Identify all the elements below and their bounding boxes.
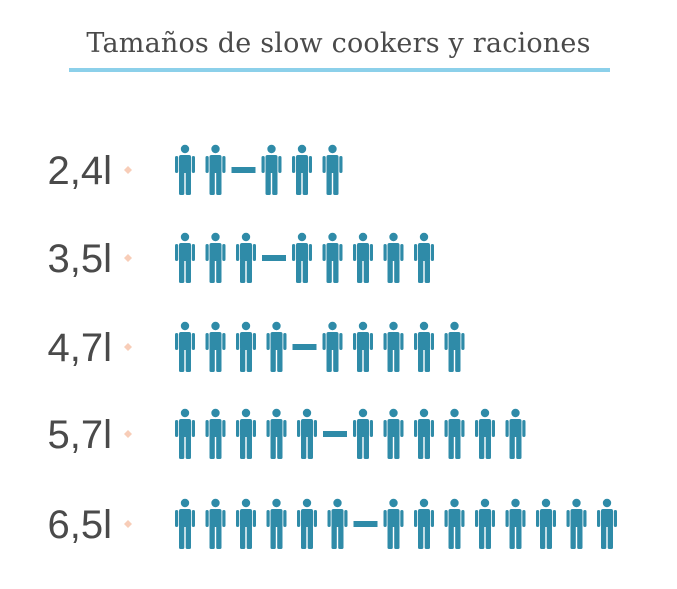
pictogram-row: 3,5l: [48, 232, 434, 283]
person-icon: [444, 498, 465, 549]
title-underline: [69, 68, 610, 72]
person-icon: [597, 498, 617, 549]
person-icon: [175, 144, 195, 195]
person-icon: [353, 321, 373, 372]
person-icon: [505, 498, 526, 549]
row-label: 2,4l: [48, 149, 113, 193]
person-icon: [292, 144, 312, 195]
bullet-marker: [124, 254, 132, 262]
person-icon: [205, 232, 226, 283]
person-icon: [536, 498, 556, 549]
person-icon: [266, 321, 287, 372]
person-icon: [414, 498, 434, 549]
person-icon: [383, 232, 404, 283]
range-dash: [231, 167, 256, 173]
pictogram-row: 4,7l: [48, 321, 465, 372]
bullet-marker: [124, 430, 132, 438]
range-dash: [323, 431, 347, 437]
person-icon: [266, 498, 287, 549]
person-icon: [353, 232, 373, 283]
range-dash: [353, 521, 378, 527]
person-icon: [236, 408, 256, 459]
person-icon: [322, 144, 343, 195]
person-icon: [414, 232, 434, 283]
person-icon: [175, 408, 195, 459]
row-label: 3,5l: [48, 237, 113, 281]
person-icon: [205, 144, 226, 195]
person-icon: [236, 232, 256, 283]
person-icon: [205, 321, 226, 372]
bullet-marker: [124, 166, 132, 174]
person-icon: [414, 408, 434, 459]
pictogram-row: 2,4l: [48, 144, 343, 195]
person-icon: [322, 232, 343, 283]
person-icon: [322, 321, 343, 372]
person-icon: [236, 321, 256, 372]
person-icon: [475, 408, 495, 459]
person-icon: [414, 321, 434, 372]
person-icon: [475, 498, 495, 549]
chart-title: Tamaños de slow cookers y raciones: [86, 28, 591, 59]
pictogram-row: 6,5l: [48, 498, 617, 549]
row-label: 4,7l: [48, 326, 113, 370]
range-dash: [292, 344, 317, 350]
person-icon: [266, 408, 287, 459]
bullet-marker: [124, 343, 132, 351]
person-icon: [383, 498, 404, 549]
person-icon: [505, 408, 526, 459]
bullet-marker: [124, 520, 132, 528]
range-dash: [262, 255, 286, 261]
person-icon: [444, 408, 465, 459]
person-icon: [175, 232, 195, 283]
person-icon: [383, 321, 404, 372]
row-label: 6,5l: [48, 503, 113, 547]
row-label: 5,7l: [48, 413, 113, 457]
person-icon: [353, 408, 373, 459]
person-icon: [383, 408, 404, 459]
person-icon: [297, 408, 317, 459]
person-icon: [261, 144, 282, 195]
person-icon: [236, 498, 256, 549]
person-icon: [292, 232, 312, 283]
person-icon: [175, 321, 195, 372]
person-icon: [566, 498, 587, 549]
person-icon: [205, 408, 226, 459]
person-icon: [205, 498, 226, 549]
person-icon: [175, 498, 195, 549]
person-icon: [327, 498, 348, 549]
person-icon: [444, 321, 465, 372]
person-icon: [297, 498, 317, 549]
pictogram-row: 5,7l: [48, 408, 526, 459]
